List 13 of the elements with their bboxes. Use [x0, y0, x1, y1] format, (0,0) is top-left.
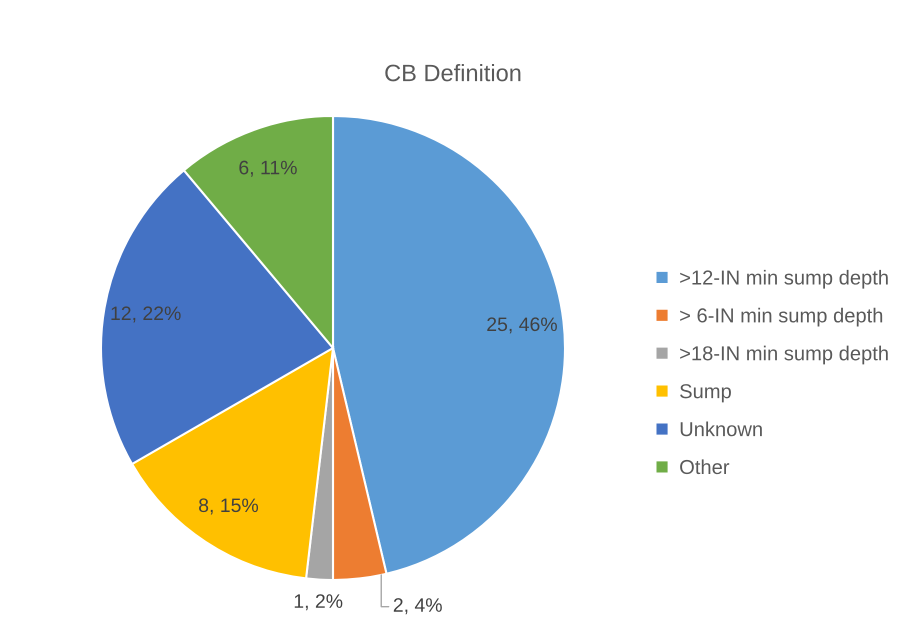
data-label: 2, 4%: [394, 598, 442, 614]
legend-label: >12-IN min sump depth: [680, 270, 888, 289]
legend-label: Sump: [680, 384, 731, 402]
legend-label: Unknown: [680, 421, 762, 436]
data-label: 6, 11%: [239, 160, 297, 177]
chart-title: CB Definition: [385, 64, 520, 82]
legend-label: >18-IN min sump depth: [680, 346, 888, 364]
data-label: 25, 46%: [487, 317, 557, 334]
data-label: 12, 22%: [111, 306, 181, 322]
data-label: 1, 2%: [294, 594, 342, 610]
data-label: 8, 15%: [199, 498, 258, 514]
legend-label: > 6-IN min sump depth: [680, 308, 882, 327]
legend-label: Other: [680, 459, 730, 474]
